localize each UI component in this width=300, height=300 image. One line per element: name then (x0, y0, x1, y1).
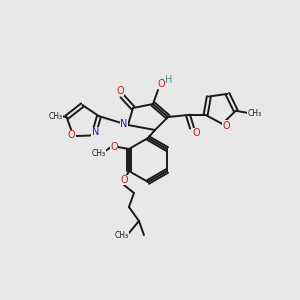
Text: O: O (120, 175, 128, 185)
Text: CH₃: CH₃ (115, 230, 129, 239)
Text: CH₃: CH₃ (48, 112, 62, 121)
Text: N: N (120, 119, 128, 129)
Text: N: N (92, 128, 99, 137)
Text: CH₃: CH₃ (92, 149, 106, 158)
Text: O: O (68, 130, 75, 140)
Text: O: O (192, 128, 200, 138)
Text: O: O (157, 79, 165, 89)
Text: O: O (110, 142, 118, 152)
Text: CH₃: CH₃ (248, 109, 262, 118)
Text: O: O (116, 86, 124, 96)
Text: H: H (165, 75, 173, 85)
Text: O: O (222, 121, 230, 131)
